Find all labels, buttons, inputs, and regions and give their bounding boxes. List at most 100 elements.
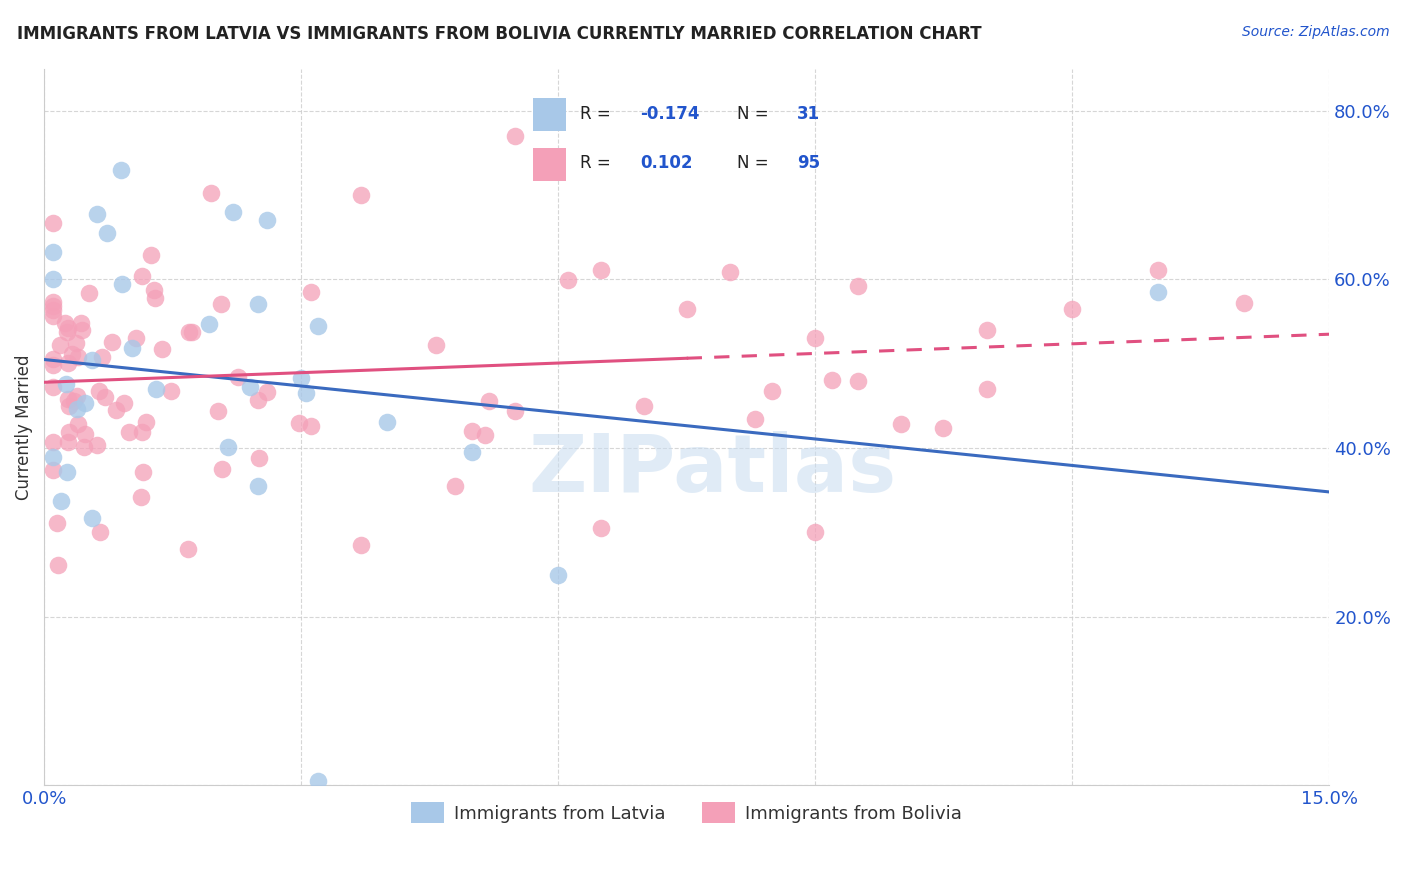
Point xyxy=(131,490,153,504)
Point xyxy=(744,412,766,426)
Point xyxy=(79,285,101,300)
Point xyxy=(350,538,373,552)
Point xyxy=(101,334,124,349)
Point xyxy=(41,272,63,286)
Point xyxy=(69,316,91,330)
Point xyxy=(80,352,103,367)
Point xyxy=(1062,302,1084,317)
Point xyxy=(247,479,270,493)
Point xyxy=(66,389,89,403)
Text: IMMIGRANTS FROM LATVIA VS IMMIGRANTS FROM BOLIVIA CURRENTLY MARRIED CORRELATION : IMMIGRANTS FROM LATVIA VS IMMIGRANTS FRO… xyxy=(17,25,981,43)
Point xyxy=(221,205,243,219)
Point xyxy=(70,323,93,337)
Point xyxy=(846,374,869,388)
Point xyxy=(56,465,79,479)
Point xyxy=(46,558,69,572)
Point xyxy=(177,326,200,340)
Point xyxy=(247,392,270,407)
Point xyxy=(288,416,311,430)
Point xyxy=(247,450,270,465)
Point xyxy=(846,278,869,293)
Point xyxy=(675,301,697,316)
Point xyxy=(150,343,173,357)
Legend: Immigrants from Latvia, Immigrants from Bolivia: Immigrants from Latvia, Immigrants from … xyxy=(404,795,970,830)
Point xyxy=(211,297,233,311)
Point xyxy=(66,351,89,365)
Point xyxy=(139,248,162,262)
Point xyxy=(86,207,108,221)
Point xyxy=(633,399,655,413)
Point xyxy=(145,382,167,396)
Point xyxy=(90,350,112,364)
Point xyxy=(200,186,222,200)
Point xyxy=(1232,296,1254,310)
Point xyxy=(56,392,79,406)
Point xyxy=(58,356,80,370)
Point xyxy=(80,511,103,525)
Point xyxy=(207,404,229,418)
Point xyxy=(176,542,198,557)
Point xyxy=(111,277,134,291)
Point xyxy=(181,325,204,339)
Point xyxy=(976,382,998,396)
Point xyxy=(63,394,86,409)
Point xyxy=(58,320,80,334)
Point xyxy=(474,428,496,442)
Point xyxy=(58,435,80,450)
Point xyxy=(307,774,329,789)
Point xyxy=(239,379,262,393)
Point xyxy=(41,294,63,309)
Point xyxy=(761,384,783,399)
Point xyxy=(547,567,569,582)
Point xyxy=(478,394,501,409)
Text: ZIPatlas: ZIPatlas xyxy=(529,431,897,509)
Point xyxy=(58,425,80,440)
Point xyxy=(247,297,270,311)
Point xyxy=(217,441,239,455)
Point xyxy=(41,216,63,230)
Point xyxy=(124,331,146,345)
Point xyxy=(256,385,278,400)
Point xyxy=(49,338,72,352)
Point xyxy=(118,425,141,440)
Point xyxy=(226,370,249,384)
Point xyxy=(1147,263,1170,277)
Point xyxy=(890,417,912,431)
Point xyxy=(66,417,89,432)
Point xyxy=(41,302,63,317)
Point xyxy=(461,445,484,459)
Point xyxy=(804,331,827,345)
Point xyxy=(53,316,76,330)
Point xyxy=(41,352,63,367)
Point xyxy=(56,325,79,339)
Point xyxy=(75,396,97,410)
Point xyxy=(49,494,72,508)
Point xyxy=(350,188,373,202)
Point xyxy=(294,386,316,401)
Point xyxy=(42,359,65,373)
Text: Source: ZipAtlas.com: Source: ZipAtlas.com xyxy=(1241,25,1389,39)
Point xyxy=(589,521,612,535)
Point xyxy=(505,404,527,418)
Point xyxy=(1147,285,1170,299)
Point xyxy=(41,310,63,324)
Point xyxy=(145,291,167,305)
Point xyxy=(94,390,117,404)
Point xyxy=(589,263,612,277)
Point xyxy=(256,213,278,227)
Point xyxy=(290,371,312,385)
Point xyxy=(211,461,233,475)
Point xyxy=(444,479,467,493)
Point xyxy=(132,465,155,479)
Point xyxy=(41,434,63,449)
Point xyxy=(86,438,108,452)
Point xyxy=(65,336,87,351)
Point xyxy=(45,516,67,530)
Point xyxy=(461,425,484,439)
Point xyxy=(160,384,183,398)
Point xyxy=(110,162,132,177)
Point xyxy=(142,283,165,297)
Point xyxy=(976,323,998,337)
Point xyxy=(299,419,322,434)
Point xyxy=(557,272,579,286)
